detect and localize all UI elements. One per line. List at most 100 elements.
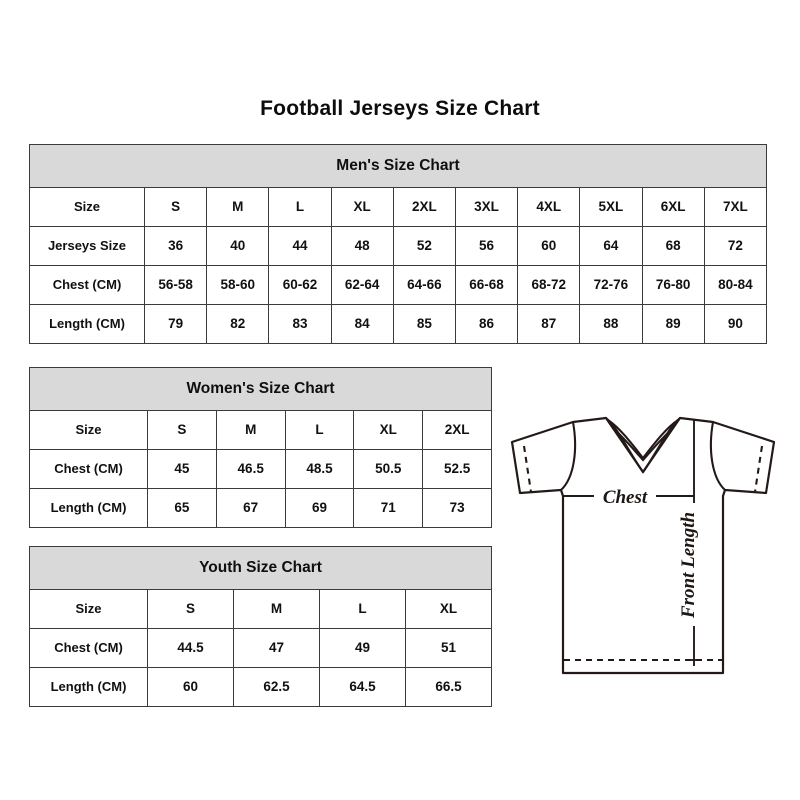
cell-size-xl: XL [353,410,424,450]
cell-chest-m: 46.5 [215,449,286,489]
cell-size-m: M [215,410,286,450]
cell-chest-xl: 62-64 [330,265,394,305]
cell-chest-m: 58-60 [206,265,270,305]
cell-jerseys-size-s: 36 [143,226,208,266]
mens-size-chart-table: Men's Size Chart Size S M L XL 2XL 3XL 4… [28,144,768,344]
cell-jerseys-size-6xl: 68 [641,226,705,266]
cell-length-m: 62.5 [233,667,320,707]
table-row: Length (CM) 79 82 83 84 85 86 87 88 89 9… [29,304,768,344]
cell-chest-l: 60-62 [268,265,332,305]
cell-size-m: M [233,589,320,629]
cell-length-s: 65 [147,488,217,528]
cell-length-xl: 71 [353,488,424,528]
left-armhole [559,420,577,492]
chest-label: Chest [603,487,648,508]
mens-chart-title: Men's Size Chart [28,144,768,188]
right-sleeve-hem-stitch [753,445,764,493]
page-title: Football Jerseys Size Chart [260,97,540,120]
cell-length-3xl: 86 [454,304,519,344]
cell-size-4xl: 4XL [517,187,581,227]
cell-size-7xl: 7XL [703,187,768,227]
cell-chest-5xl: 72-76 [579,265,643,305]
t-shirt-diagram: Chest Front Length [498,398,788,698]
table-row: Size S M L XL [29,589,493,629]
cell-chest-l: 49 [319,628,406,668]
cell-length-m: 82 [206,304,270,344]
collar-band-lower [613,428,673,462]
row-header-length: Length (CM) [29,304,145,344]
cell-jerseys-size-3xl: 56 [454,226,519,266]
table-row: Jerseys Size 36 40 44 48 52 56 60 64 68 … [29,226,768,266]
cell-chest-s: 56-58 [143,265,208,305]
cell-size-2xl: 2XL [422,410,493,450]
cell-chest-2xl: 52.5 [422,449,493,489]
row-header-size: Size [29,589,148,629]
row-header-length: Length (CM) [29,488,148,528]
cell-length-7xl: 90 [703,304,768,344]
cell-jerseys-size-m: 40 [206,226,270,266]
cell-jerseys-size-7xl: 72 [703,226,768,266]
cell-jerseys-size-l: 44 [268,226,332,266]
cell-chest-2xl: 64-66 [392,265,456,305]
table-row: Chest (CM) 45 46.5 48.5 50.5 52.5 [29,449,493,489]
row-header-jerseys-size: Jerseys Size [29,226,145,266]
right-armhole [709,420,727,492]
womens-size-chart-table: Women's Size Chart Size S M L XL 2XL Che… [28,367,493,528]
cell-chest-xl: 50.5 [353,449,424,489]
left-sleeve-hem-stitch [522,445,533,493]
cell-length-2xl: 73 [422,488,493,528]
youth-chart-title: Youth Size Chart [28,546,493,590]
collar-band-upper [606,418,680,460]
cell-jerseys-size-5xl: 64 [579,226,643,266]
cell-size-s: S [143,187,208,227]
cell-length-s: 60 [147,667,234,707]
cell-chest-s: 44.5 [147,628,234,668]
cell-size-2xl: 2XL [392,187,456,227]
cell-chest-4xl: 68-72 [517,265,581,305]
cell-size-s: S [147,589,234,629]
cell-jerseys-size-4xl: 60 [517,226,581,266]
cell-size-xl: XL [330,187,394,227]
cell-size-3xl: 3XL [454,187,519,227]
cell-length-5xl: 88 [579,304,643,344]
cell-chest-xl: 51 [404,628,493,668]
table-row: Chest (CM) 44.5 47 49 51 [29,628,493,668]
cell-chest-l: 48.5 [284,449,355,489]
cell-chest-6xl: 76-80 [641,265,705,305]
row-header-size: Size [29,410,148,450]
youth-size-chart-table: Youth Size Chart Size S M L XL Chest (CM… [28,546,493,707]
cell-jerseys-size-xl: 48 [330,226,394,266]
cell-length-4xl: 87 [517,304,581,344]
cell-length-m: 67 [215,488,286,528]
cell-length-xl: 66.5 [404,667,493,707]
cell-length-l: 83 [268,304,332,344]
table-title-row: Women's Size Chart [28,367,493,411]
cell-size-s: S [147,410,217,450]
cell-size-5xl: 5XL [579,187,643,227]
cell-jerseys-size-2xl: 52 [392,226,456,266]
table-row: Size S M L XL 2XL [29,410,493,450]
row-header-chest: Chest (CM) [29,628,148,668]
row-header-chest: Chest (CM) [29,449,148,489]
cell-size-m: M [206,187,270,227]
cell-chest-7xl: 80-84 [703,265,768,305]
cell-length-6xl: 89 [641,304,705,344]
womens-chart-title: Women's Size Chart [28,367,493,411]
cell-size-xl: XL [404,589,493,629]
table-row: Size S M L XL 2XL 3XL 4XL 5XL 6XL 7XL [29,187,768,227]
cell-length-l: 64.5 [319,667,406,707]
table-title-row: Men's Size Chart [28,144,768,188]
table-title-row: Youth Size Chart [28,546,493,590]
table-row: Chest (CM) 56-58 58-60 60-62 62-64 64-66… [29,265,768,305]
row-header-chest: Chest (CM) [29,265,145,305]
row-header-size: Size [29,187,145,227]
front-length-label: Front Length [678,512,699,619]
cell-size-6xl: 6XL [641,187,705,227]
cell-size-l: L [268,187,332,227]
table-row: Length (CM) 60 62.5 64.5 66.5 [29,667,493,707]
cell-chest-s: 45 [147,449,217,489]
cell-chest-m: 47 [233,628,320,668]
table-row: Length (CM) 65 67 69 71 73 [29,488,493,528]
cell-size-l: L [319,589,406,629]
cell-length-l: 69 [284,488,355,528]
